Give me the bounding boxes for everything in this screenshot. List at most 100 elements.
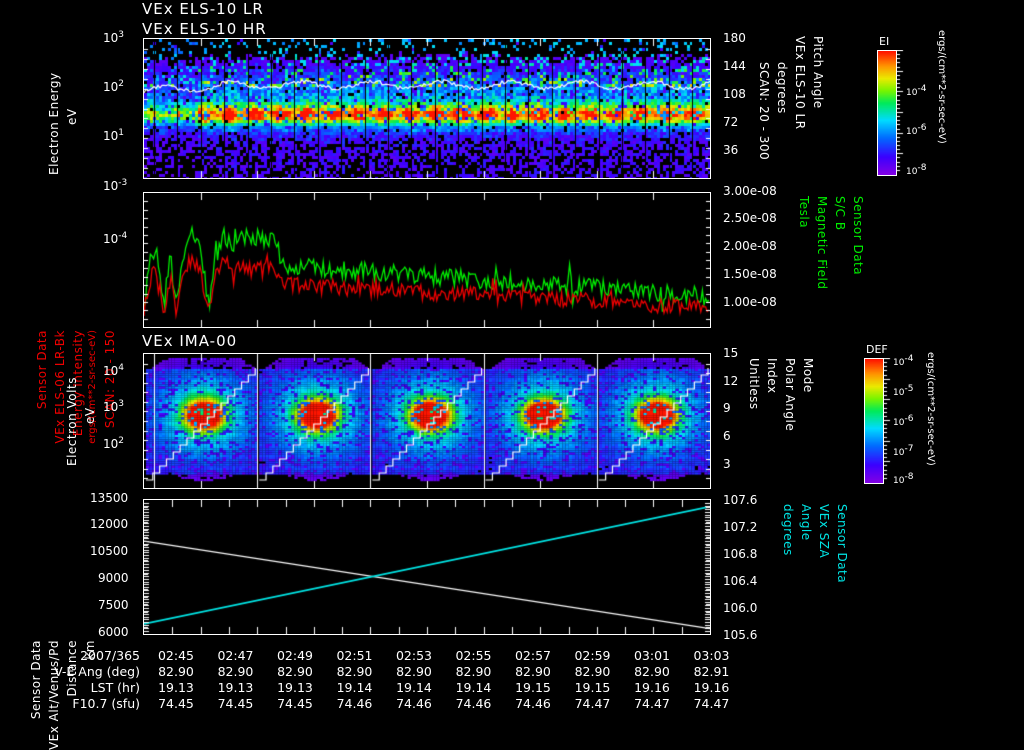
table-cell: 82.90 bbox=[217, 664, 254, 679]
panel4-ltick-7500: 7500 bbox=[98, 598, 129, 612]
table-cell: 74.47 bbox=[634, 696, 670, 711]
panel1-title-line2: VEx ELS-10 HR bbox=[142, 20, 267, 38]
colorbar2-tick-1e-6: 10-6 bbox=[893, 414, 914, 428]
colorbar2-tick-1e-5: 10-5 bbox=[893, 384, 914, 398]
panel4-rlabel-sza: VEx SZA bbox=[817, 504, 831, 559]
panel3-rlabel-mode: Mode bbox=[801, 358, 815, 393]
table-cell: 19.13 bbox=[217, 680, 254, 695]
panel4-rlabel-degrees: degrees bbox=[781, 504, 795, 556]
table-cell: 19.15 bbox=[574, 680, 611, 695]
table-row-label-2: LST (hr) bbox=[90, 680, 140, 695]
panel3-rtick-9: 9 bbox=[723, 401, 731, 415]
colorbar2-title: DEF bbox=[866, 343, 888, 356]
panel1-rlabel-scan: SCAN: 20 - 300 bbox=[757, 62, 771, 161]
table-cell: 02:49 bbox=[276, 648, 314, 663]
panel2-rtick-3e-08: 3.00e-08 bbox=[723, 184, 777, 198]
table-cell: 74.45 bbox=[158, 696, 194, 711]
panel3-ion-spectrogram[interactable] bbox=[143, 353, 711, 489]
colorbar1-tick-1e-4: 10-4 bbox=[906, 84, 927, 98]
table-cell: 19.13 bbox=[277, 680, 313, 695]
table-row-label-0: 2007/365 bbox=[80, 648, 140, 663]
panel3-rtick-6: 6 bbox=[723, 429, 731, 443]
panel2-ytick-1e-3: 10-3 bbox=[103, 178, 128, 193]
panel1-rtick-180: 180 bbox=[723, 31, 746, 45]
table-cell: 82.90 bbox=[158, 664, 194, 679]
colorbar2-def bbox=[864, 358, 884, 484]
panel3-rtick-3: 3 bbox=[723, 457, 731, 471]
panel2-rlabel-sc-b: S/C B bbox=[833, 196, 847, 231]
colorbar2-tick-1e-7: 10-7 bbox=[893, 444, 914, 458]
panel3-ytick-1e3: 103 bbox=[103, 399, 125, 414]
panel4-ltick-12000: 12000 bbox=[90, 517, 129, 531]
panel2-ytick-1e-4: 10-4 bbox=[103, 231, 128, 246]
panel1-electron-spectrogram[interactable] bbox=[143, 38, 711, 179]
panel2-rtick-1e-08: 1.00e-08 bbox=[723, 295, 777, 309]
panel3-ylabel-main: Electron Volts bbox=[65, 377, 79, 466]
panel4-ltick-10500: 10500 bbox=[90, 544, 129, 558]
table-cell: 02:47 bbox=[217, 648, 254, 663]
panel2-rtick-15e-08: 1.50e-08 bbox=[723, 267, 777, 281]
panel1-ylabel-main: Electron Energy bbox=[47, 72, 61, 175]
table-cell: 74.46 bbox=[515, 696, 551, 711]
panel4-ltick-9000: 9000 bbox=[98, 571, 129, 585]
plot-window: VEx ELS-10 LR VEx ELS-10 HR Electron Ene… bbox=[29, 0, 947, 750]
table-cell: 82.90 bbox=[277, 664, 313, 679]
panel4-rtick-1056: 105.6 bbox=[723, 628, 758, 642]
table-cell: 19.14 bbox=[396, 680, 432, 695]
table-row-label-1: V-E Ang (deg) bbox=[54, 664, 140, 679]
panel3-ylabel-unit: eV bbox=[83, 407, 97, 424]
table-cell: 74.46 bbox=[455, 696, 492, 711]
panel1-rlabel-pitch-angle: Pitch Angle bbox=[811, 36, 825, 109]
table-cell: 19.16 bbox=[693, 680, 730, 695]
panel4-rlabel-angle: Angle bbox=[799, 504, 813, 541]
panel1-ytick-100: 102 bbox=[103, 79, 125, 94]
panel2-rlabel-tesla: Tesla bbox=[797, 196, 811, 229]
panel2-rlabel-sensor-data: Sensor Data bbox=[851, 196, 865, 276]
panel3-rtick-15: 15 bbox=[723, 346, 739, 360]
table-cell: 19.13 bbox=[158, 680, 194, 695]
panel1-rlabel-instrument: VEx ELS-10 LR bbox=[793, 36, 807, 130]
panel4-rtick-1064: 106.4 bbox=[723, 574, 758, 588]
colorbar2-ticks bbox=[883, 358, 891, 482]
panel1-rtick-108: 108 bbox=[723, 87, 746, 101]
table-cell: 74.46 bbox=[396, 696, 432, 711]
panel4-rtick-1060: 106.0 bbox=[723, 601, 758, 615]
table-cell: 19.14 bbox=[336, 680, 373, 695]
table-cell: 74.45 bbox=[277, 696, 313, 711]
panel3-rtick-12: 12 bbox=[723, 374, 739, 388]
table-cell: 82.90 bbox=[455, 664, 492, 679]
panel1-ytick-1000: 103 bbox=[103, 30, 125, 45]
panel3-ytick-1e4: 104 bbox=[103, 363, 125, 378]
table-cell: 19.14 bbox=[455, 680, 492, 695]
table-cell: 03:03 bbox=[693, 648, 730, 663]
table-cell: 02:55 bbox=[455, 648, 492, 663]
table-cell: 19.15 bbox=[515, 680, 551, 695]
table-cell: 02:59 bbox=[574, 648, 611, 663]
table-cell: 02:45 bbox=[157, 648, 195, 663]
panel1-rtick-72: 72 bbox=[723, 115, 739, 129]
panel1-rtick-36: 36 bbox=[723, 143, 739, 157]
table-cell: 74.47 bbox=[693, 696, 730, 711]
panel1-rtick-144: 144 bbox=[723, 59, 746, 73]
panel1-ytick-10: 101 bbox=[103, 128, 125, 143]
colorbar1-ticks bbox=[896, 50, 904, 174]
panel1-ylabel-unit: eV bbox=[65, 108, 79, 125]
panel3-rlabel-index: Index bbox=[765, 358, 779, 394]
panel2-intensity-bfield-plot[interactable] bbox=[143, 192, 711, 328]
panel1-title-line1: VEx ELS-10 LR bbox=[142, 0, 264, 18]
panel2-rtick-2e-08: 2.00e-08 bbox=[723, 239, 777, 253]
table-cell: 82.90 bbox=[396, 664, 432, 679]
table-cell: 82.90 bbox=[515, 664, 551, 679]
panel2-llabel-sensor-data: Sensor Data bbox=[35, 330, 49, 410]
table-cell: 74.46 bbox=[336, 696, 373, 711]
panel4-altitude-sza-plot[interactable] bbox=[143, 499, 711, 635]
colorbar1-ei bbox=[877, 50, 897, 176]
panel2-rlabel-magnetic-field: Magnetic Field bbox=[815, 196, 829, 290]
table-cell: 82.90 bbox=[634, 664, 670, 679]
colorbar2-tick-1e-8: 10-8 bbox=[893, 472, 914, 486]
table-cell: 82.91 bbox=[693, 664, 730, 679]
table-cell: 74.47 bbox=[574, 696, 611, 711]
panel4-ltick-13500: 13500 bbox=[90, 491, 129, 505]
colorbar1-tick-1e-6: 10-6 bbox=[906, 123, 927, 137]
panel3-ytick-1e2: 102 bbox=[103, 436, 125, 451]
